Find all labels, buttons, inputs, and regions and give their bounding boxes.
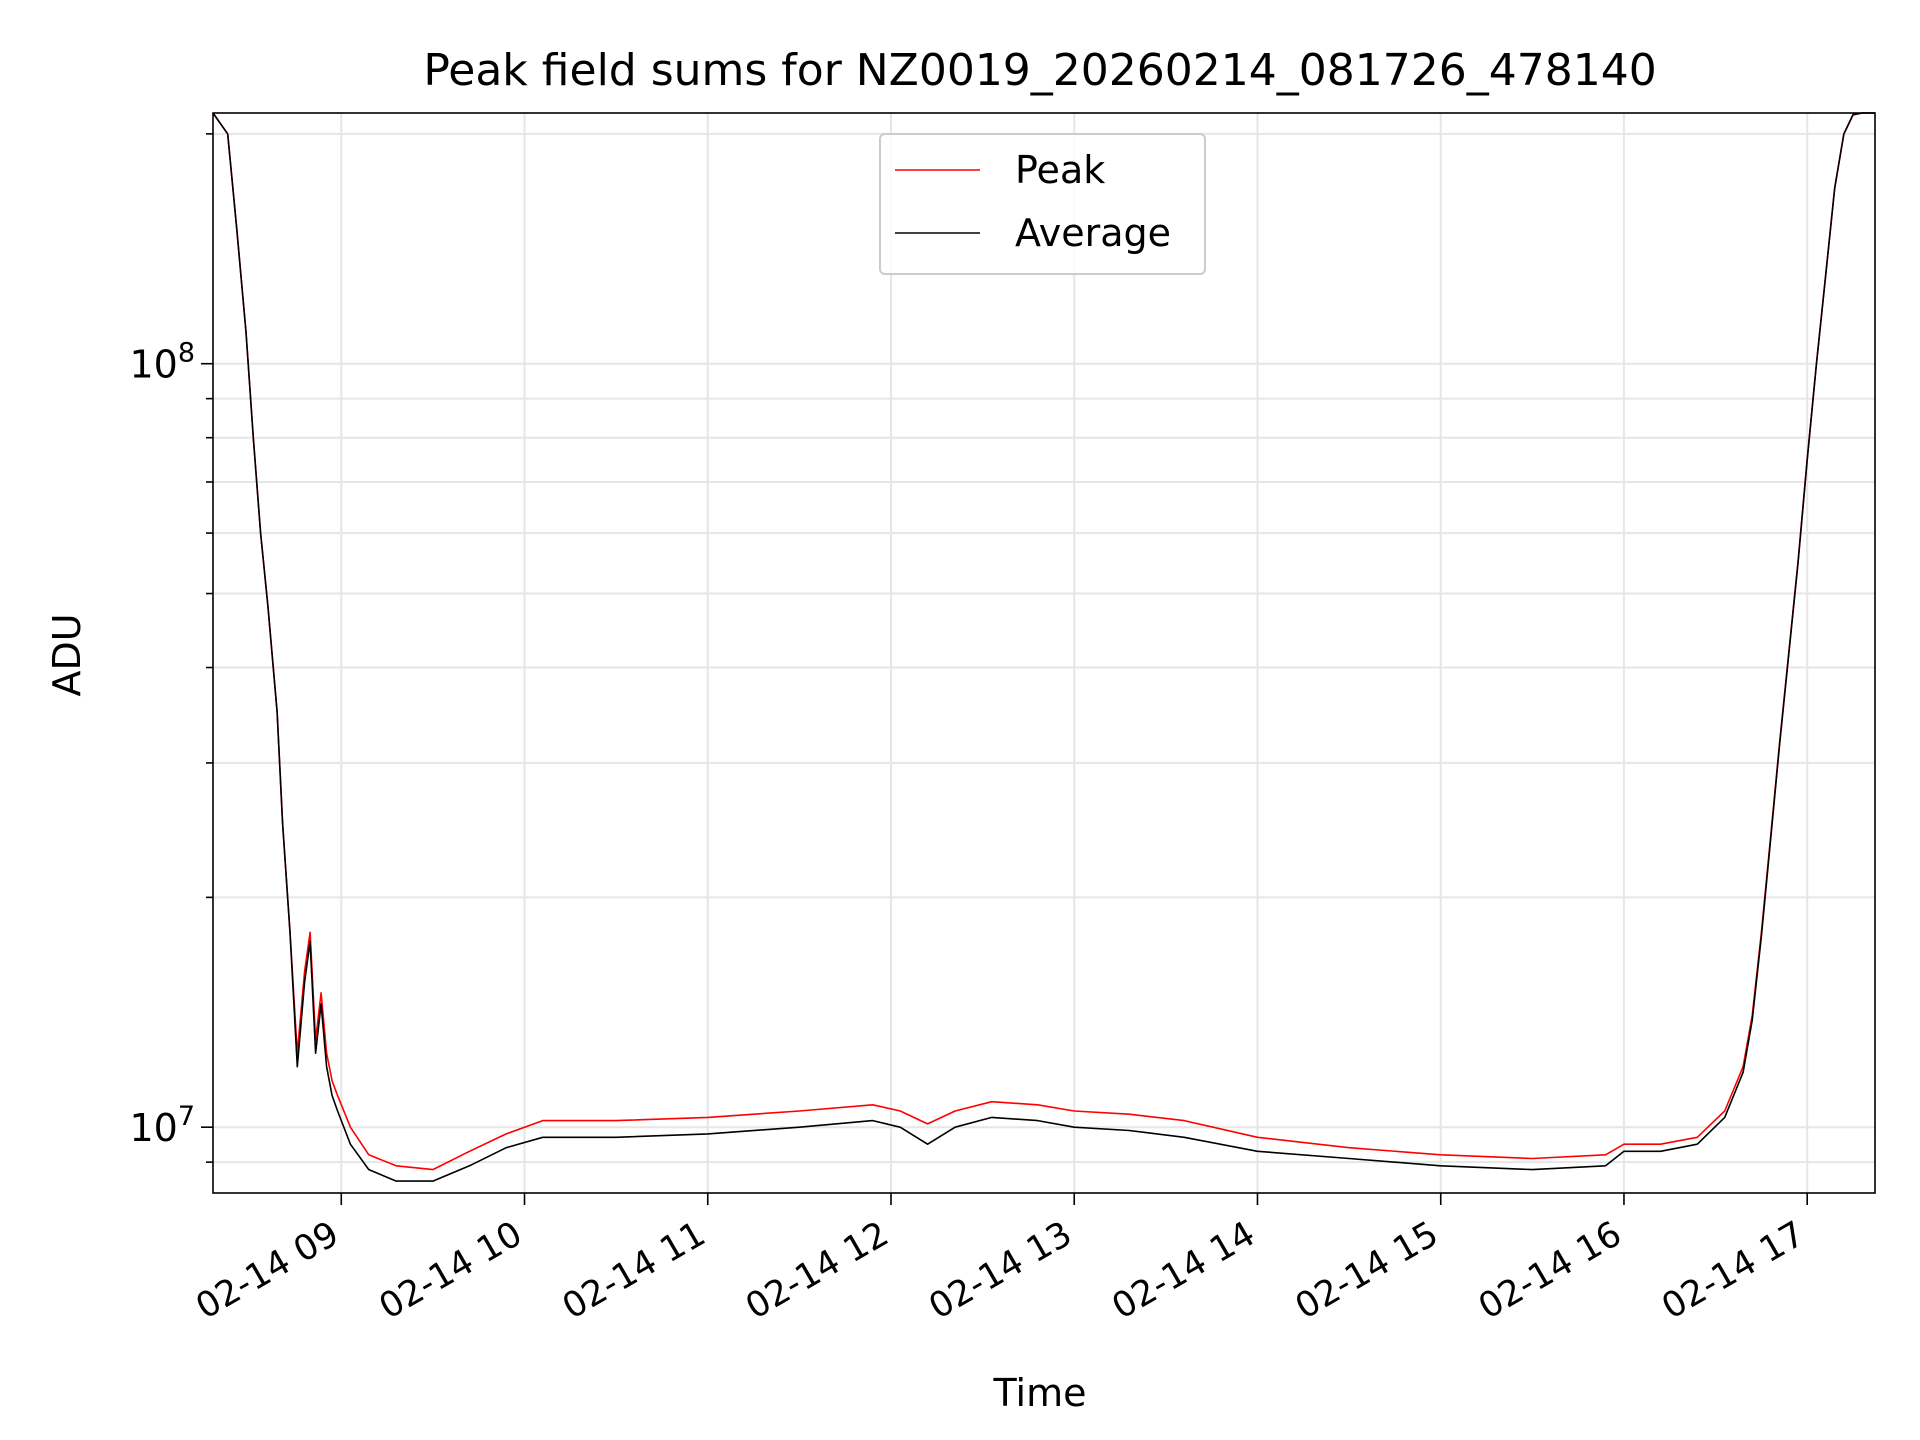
legend-peak-label: Peak (1015, 148, 1105, 192)
average-series-line (212, 112, 1875, 1182)
series-layer (212, 112, 1875, 1182)
y-tick-label-base: 10 (129, 1106, 177, 1150)
y-tick-label-base: 10 (129, 343, 177, 387)
y-tick-label-exponent: 8 (178, 338, 195, 369)
y-tick-label: 108 (129, 338, 195, 387)
y-tick-label-exponent: 7 (178, 1101, 195, 1132)
legend-box (879, 133, 1206, 275)
y-axis-label: ADU (45, 613, 89, 696)
legend-average-label: Average (1015, 211, 1171, 255)
chart-title: Peak field sums for NZ0019_20260214_0817… (423, 45, 1656, 96)
plot-frame (212, 112, 1876, 1194)
legend: Peak Average (879, 133, 1206, 275)
y-tick-label: 107 (129, 1101, 195, 1150)
grid-layer (213, 113, 1875, 1193)
x-axis-label: Time (993, 1371, 1087, 1415)
